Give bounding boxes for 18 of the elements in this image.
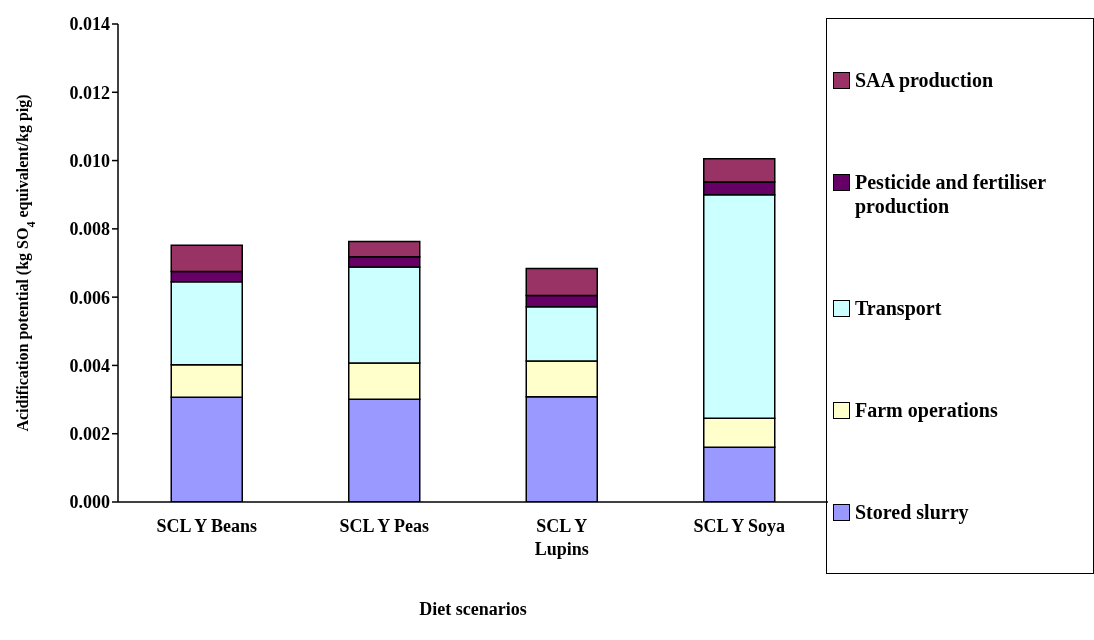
x-tick-label: SCL Y Lupins [534, 516, 589, 559]
y-tick-label: 0.006 [69, 287, 110, 308]
y-tick-label: 0.004 [69, 355, 110, 376]
x-tick-label: SCL Y Soya [693, 516, 786, 536]
x-tick-label: SCL Y Beans [156, 516, 258, 536]
legend-label: SAA production [855, 68, 994, 92]
y-tick-label: 0.014 [69, 14, 110, 35]
y-tick-label: 0.002 [69, 424, 110, 445]
legend-label: Transport [855, 296, 942, 320]
y-tick-label: 0.008 [69, 219, 110, 240]
y-tick-label: 0.010 [69, 150, 110, 171]
x-tick-label: SCL Y Peas [339, 516, 430, 536]
legend-label: Farm operations [855, 398, 998, 422]
legend-label: Stored slurry [855, 500, 969, 524]
y-tick-label: 0.012 [69, 82, 110, 103]
y-tick-label: 0.000 [69, 492, 110, 513]
legend-label: Pesticide and fertiliser production [855, 170, 1047, 218]
x-axis-title: Diet scenarios [419, 598, 527, 619]
